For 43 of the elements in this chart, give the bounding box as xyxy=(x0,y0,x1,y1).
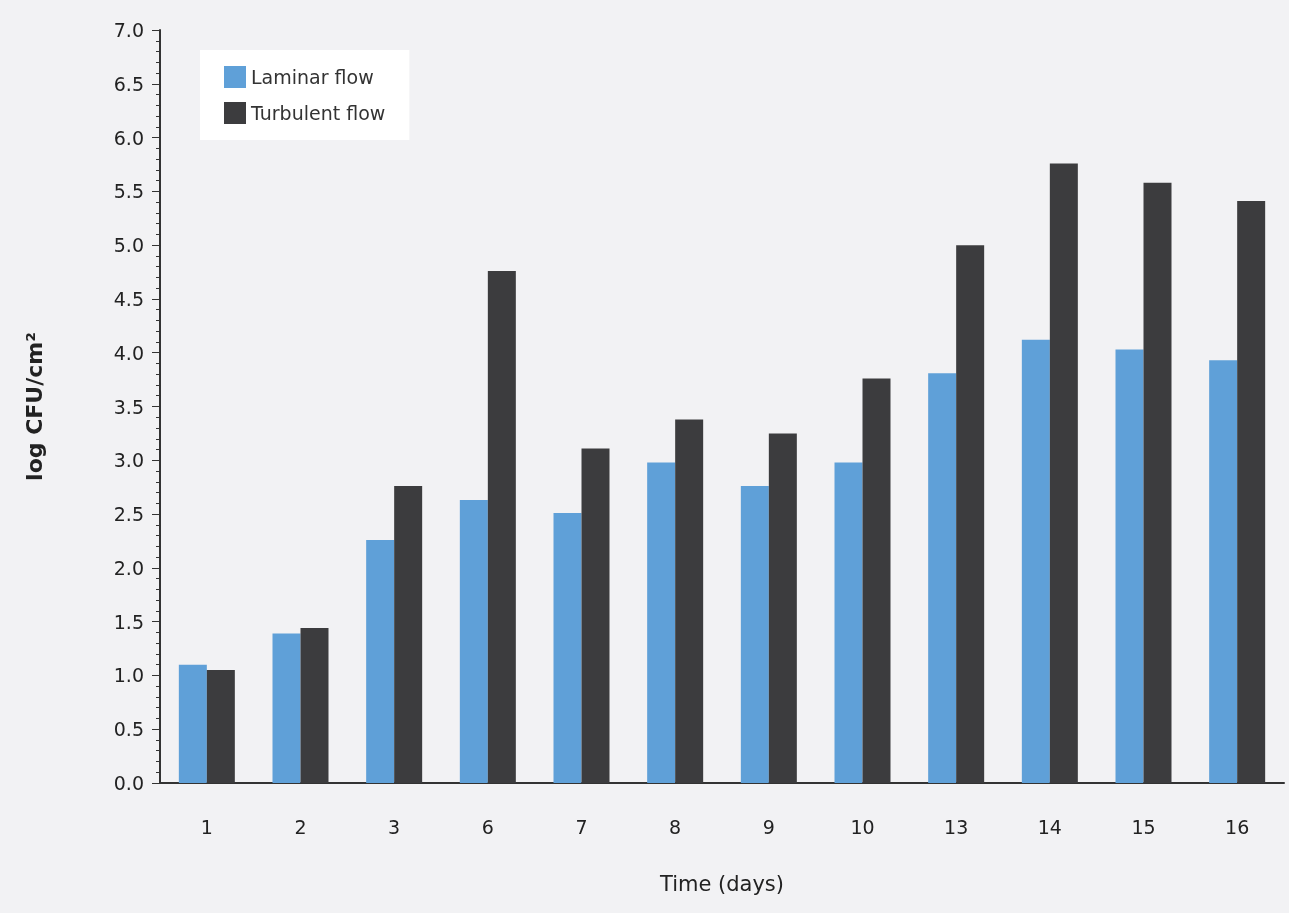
bar xyxy=(1115,349,1144,783)
y-tick-label: 3.5 xyxy=(113,395,144,418)
y-tick-label: 6.0 xyxy=(113,126,144,149)
bar xyxy=(1209,360,1238,783)
x-axis-title: Time (days) xyxy=(658,871,785,896)
bar xyxy=(834,462,863,783)
y-tick-label: 5.0 xyxy=(113,234,144,257)
y-tick-label: 2.5 xyxy=(113,503,144,526)
bar xyxy=(272,633,301,783)
y-tick-label: 7.0 xyxy=(113,19,144,41)
bar xyxy=(928,373,957,783)
bar xyxy=(553,513,582,783)
y-tick-label: 0.0 xyxy=(113,772,144,794)
x-tick-label: 3 xyxy=(388,815,401,838)
bar xyxy=(459,500,488,783)
bar xyxy=(1021,339,1050,783)
x-tick-label: 6 xyxy=(481,815,494,838)
bar xyxy=(366,539,395,783)
legend-label: Laminar flow xyxy=(251,66,374,88)
x-tick-label: 9 xyxy=(762,815,775,838)
y-tick-label: 2.0 xyxy=(113,556,144,579)
y-tick-label: 6.5 xyxy=(113,72,144,95)
x-tick-label: 2 xyxy=(294,815,307,838)
y-axis-title: log CFU/cm² xyxy=(21,332,47,481)
x-tick-label: 10 xyxy=(850,815,875,838)
x-tick-label: 16 xyxy=(1225,815,1250,838)
x-tick-label: 14 xyxy=(1037,815,1062,838)
y-tick-label: 5.5 xyxy=(113,180,144,203)
bar xyxy=(178,664,207,783)
x-tick-label: 8 xyxy=(669,815,682,838)
y-tick-label: 1.0 xyxy=(113,664,144,687)
y-tick-label: 4.0 xyxy=(113,341,144,364)
bar xyxy=(740,486,769,783)
x-tick-label: 15 xyxy=(1131,815,1156,838)
legend-label: Turbulent flow xyxy=(250,102,386,124)
y-tick-label: 0.5 xyxy=(113,718,144,741)
bar xyxy=(647,462,676,783)
x-tick-label: 13 xyxy=(944,815,969,838)
y-tick-label: 3.0 xyxy=(113,449,144,472)
y-tick-label: 1.5 xyxy=(113,610,144,633)
x-tick-label: 1 xyxy=(200,815,213,838)
y-tick-label: 4.5 xyxy=(113,287,144,310)
x-tick-label: 7 xyxy=(575,815,588,838)
